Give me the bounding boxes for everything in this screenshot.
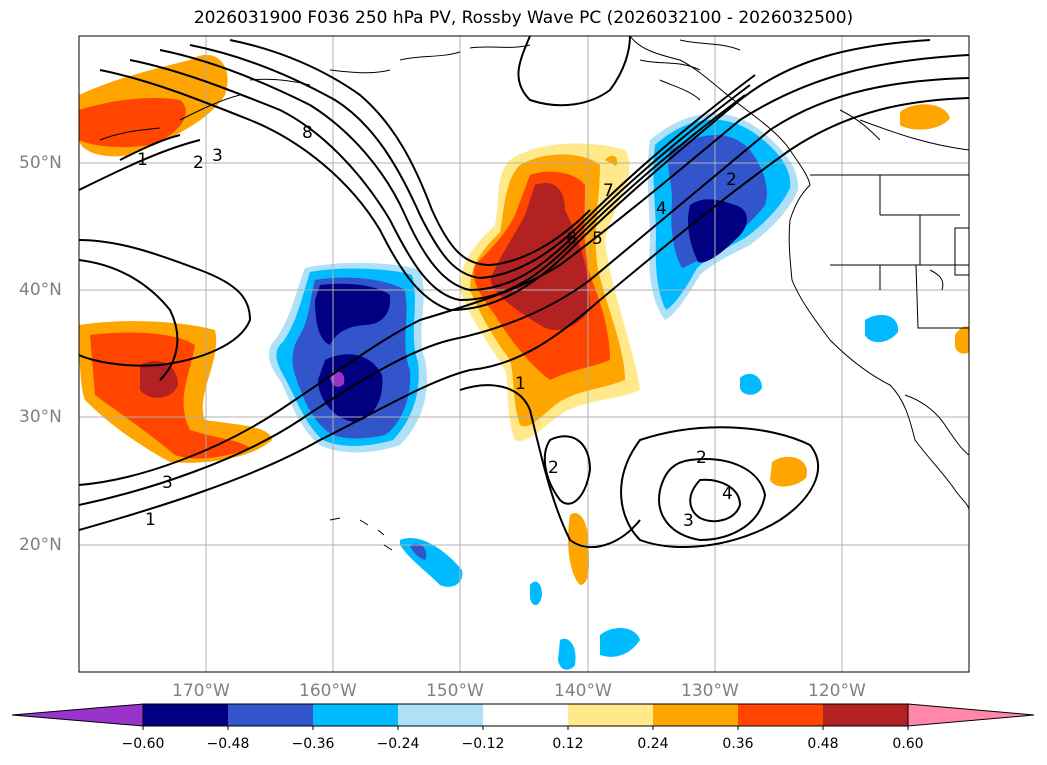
lat-label-40n: 40°N (19, 280, 62, 300)
lon-label-170w: 170°W (172, 681, 230, 701)
colorbar-tick-label: −0.60 (121, 736, 165, 752)
colorbar-segment (823, 704, 908, 726)
lat-label-50n: 50°N (19, 153, 62, 173)
contour-label: 3 (162, 473, 173, 493)
colorbar-segment (738, 704, 823, 726)
colorbar-tick-label: −0.12 (461, 736, 505, 752)
contour-label: 8 (302, 123, 313, 143)
lon-label-130w: 130°W (681, 681, 739, 701)
colorbar-tick-label: 0.24 (637, 736, 669, 752)
contour-label: 2 (726, 170, 737, 190)
graticule (79, 36, 969, 672)
rossby-wave-contours (79, 36, 969, 549)
colorbar-segments (11, 703, 1035, 730)
lon-label-150w: 150°W (426, 681, 484, 701)
colorbar-tick-label: −0.24 (376, 736, 420, 752)
lon-label-160w: 160°W (299, 681, 357, 701)
contour-label: 3 (683, 511, 694, 531)
lat-label-30n: 30°N (19, 407, 62, 427)
contour-label: 7 (603, 181, 614, 201)
contour-label-group: 1 1 1 2 2 2 2 3 3 3 4 4 5 6 7 8 (137, 123, 737, 531)
contour-label: 2 (548, 458, 559, 478)
colorbar-tick-label: 0.12 (552, 736, 584, 752)
contour-label: 1 (137, 150, 148, 170)
colorbar-tick-label: −0.36 (291, 736, 335, 752)
colorbar-segment (653, 704, 738, 726)
map-panel: 1 1 1 2 2 2 2 3 3 3 4 4 5 6 7 8 (78, 35, 970, 673)
colorbar-segment (313, 704, 398, 726)
colorbar-extend-max (907, 703, 1035, 727)
map-frame (78, 35, 970, 673)
contour-label: 3 (212, 146, 223, 166)
contour-label: 1 (145, 510, 156, 530)
colorbar-tick-label: 0.48 (807, 736, 839, 752)
colorbar-segment (568, 704, 653, 726)
colorbar-extend-min (11, 703, 144, 727)
contour-label: 2 (193, 153, 204, 173)
colorbar-segment (483, 704, 568, 726)
contour-label: 6 (566, 229, 577, 249)
lon-label-120w: 120°W (808, 681, 866, 701)
colorbar-segment (228, 704, 313, 726)
contour-label: 2 (696, 448, 707, 468)
colorbar-tick-label: 0.60 (892, 736, 924, 752)
contour-label: 4 (722, 484, 733, 504)
colorbar-segment (398, 704, 483, 726)
colorbar-tick-label: 0.36 (722, 736, 754, 752)
map-title: 2026031900 F036 250 hPa PV, Rossby Wave … (193, 8, 854, 28)
contour-label: 1 (515, 374, 526, 394)
lat-label-20n: 20°N (19, 535, 62, 555)
contour-label: 4 (656, 199, 667, 219)
colorbar-tick-label: −0.48 (206, 736, 250, 752)
colorbar-segment (143, 704, 228, 726)
colorbar-frame (142, 703, 909, 727)
lon-label-140w: 140°W (554, 681, 612, 701)
contour-label: 5 (592, 229, 603, 249)
coastlines (99, 36, 969, 551)
